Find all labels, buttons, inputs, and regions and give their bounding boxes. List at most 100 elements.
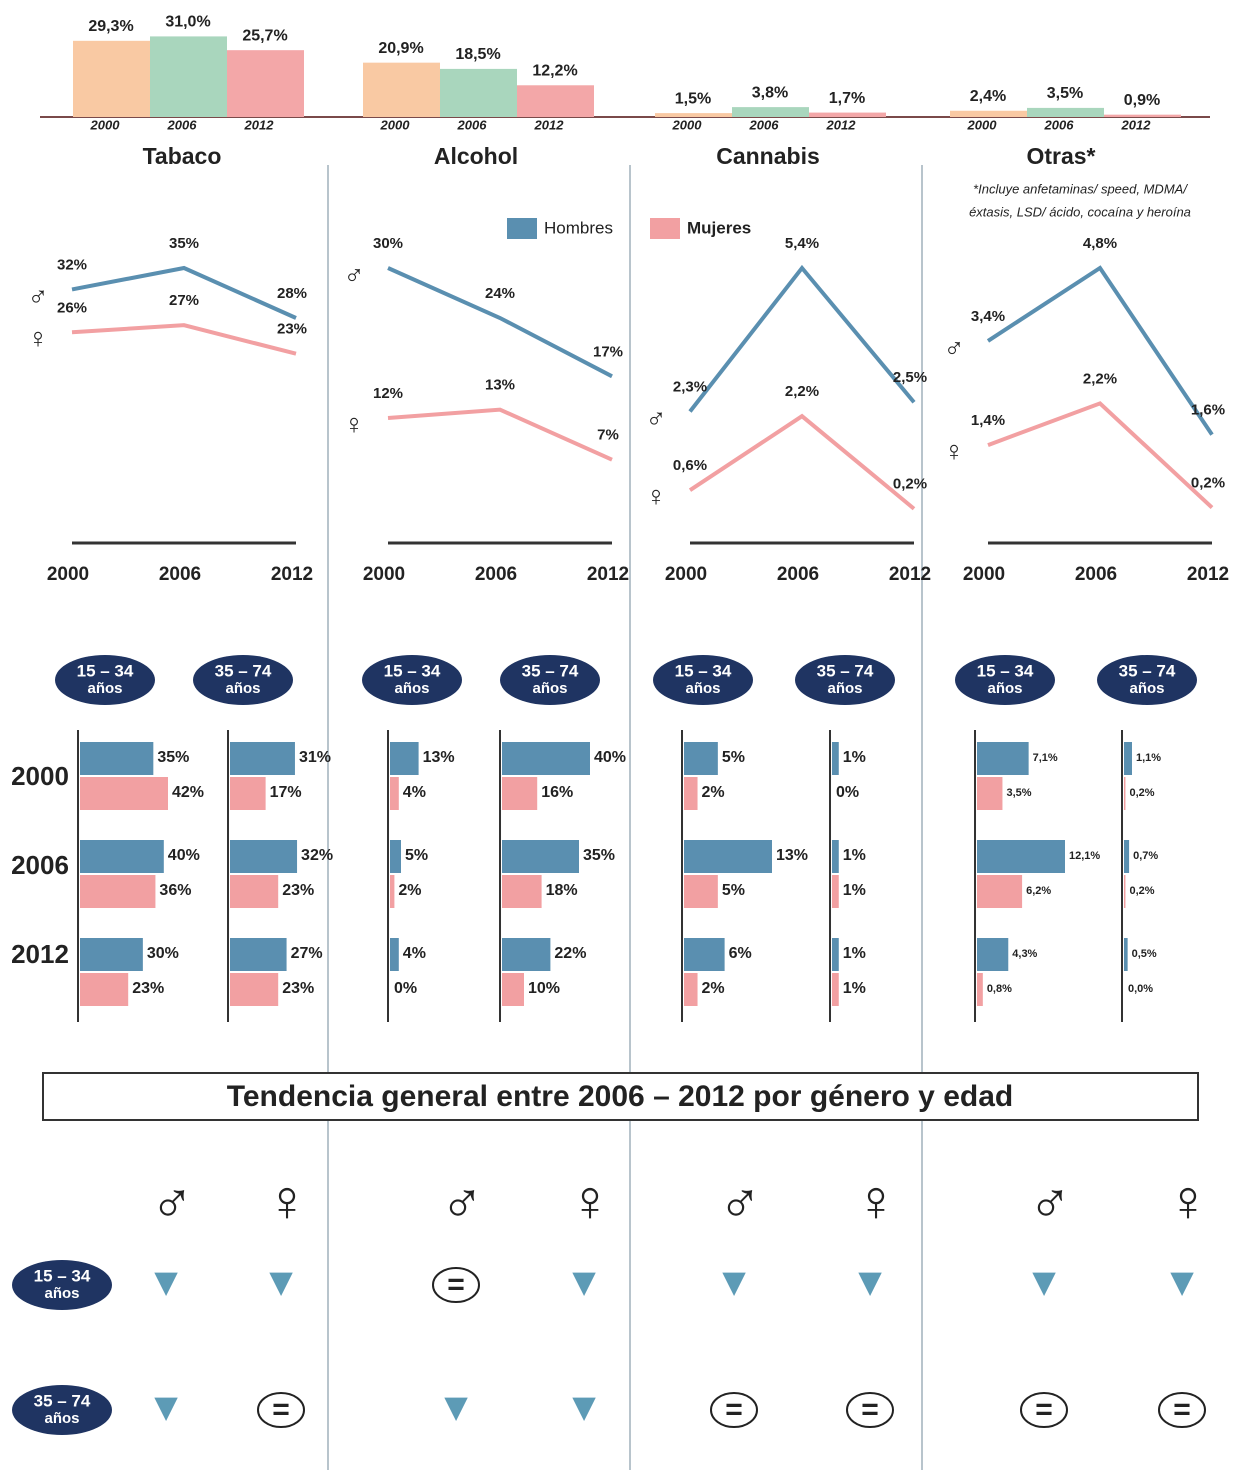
bar-year-label: 2000 bbox=[380, 117, 411, 132]
legend-label: Hombres bbox=[544, 218, 613, 237]
hbar-value-label: 1% bbox=[843, 847, 866, 864]
hbar-value-label: 4% bbox=[403, 945, 426, 962]
hbar bbox=[502, 840, 579, 873]
bar-year-label: 2006 bbox=[749, 117, 780, 132]
hbar bbox=[1124, 742, 1132, 775]
hbar bbox=[390, 742, 419, 775]
trend-icon: ▼ bbox=[564, 1386, 604, 1430]
point-label: 24% bbox=[485, 285, 515, 302]
gender-symbol: ♂ bbox=[440, 1168, 484, 1233]
age-pill bbox=[955, 655, 1055, 705]
hbar bbox=[832, 973, 839, 1006]
hbar-value-label: 13% bbox=[423, 749, 455, 766]
age-pill-label: años bbox=[44, 1285, 79, 1302]
gender-symbol: ♀ bbox=[344, 408, 365, 439]
bar-year-label: 2012 bbox=[826, 117, 857, 132]
point-label: 0,2% bbox=[893, 476, 927, 493]
bar-value-label: 25,7% bbox=[242, 27, 287, 44]
trend-icon: = bbox=[272, 1393, 290, 1426]
bar-value-label: 1,5% bbox=[675, 90, 711, 107]
bar-value-label: 18,5% bbox=[455, 46, 500, 63]
bar-year-label: 2012 bbox=[244, 117, 275, 132]
x-tick-label: 2012 bbox=[271, 564, 313, 585]
hbar-value-label: 0,8% bbox=[987, 983, 1012, 995]
gender-symbol: ♂ bbox=[150, 1168, 194, 1233]
age-pill-label: años bbox=[44, 1410, 79, 1427]
point-label: 2,2% bbox=[785, 383, 819, 400]
equal-ring bbox=[257, 1392, 305, 1428]
hbar-value-label: 30% bbox=[147, 945, 179, 962]
line bbox=[71, 265, 297, 320]
point-label: 12% bbox=[373, 385, 403, 402]
bar bbox=[363, 62, 440, 117]
point-label: 13% bbox=[485, 377, 515, 394]
hbar-value-label: 6% bbox=[729, 945, 752, 962]
line bbox=[987, 401, 1214, 510]
trend-icon: ▼ bbox=[1162, 1261, 1202, 1305]
gender-symbol: ♂ bbox=[344, 258, 365, 289]
gender-symbol: ♂ bbox=[944, 331, 965, 362]
hbar-value-label: 4,3% bbox=[1012, 948, 1037, 960]
age-pill-label: 35 – 74 bbox=[215, 661, 272, 680]
hbar-value-label: 42% bbox=[172, 784, 204, 801]
trend-icon: ▼ bbox=[714, 1261, 754, 1305]
hbar-value-label: 23% bbox=[132, 980, 164, 997]
hbar bbox=[977, 840, 1065, 873]
trend-icon: = bbox=[1035, 1393, 1053, 1426]
age-pill-label: 35 – 74 bbox=[817, 661, 874, 680]
bar-value-label: 3,8% bbox=[752, 84, 788, 101]
hbar bbox=[684, 777, 698, 810]
trend-icon: = bbox=[861, 1393, 879, 1426]
age-pill-label: años bbox=[1129, 680, 1164, 697]
hbar bbox=[1124, 875, 1126, 908]
hbar bbox=[684, 938, 725, 971]
age-pill bbox=[1097, 655, 1197, 705]
hbar-value-label: 23% bbox=[282, 980, 314, 997]
trend-title: Tendencia general entre 2006 – 2012 por … bbox=[227, 1080, 1013, 1113]
point-label: 0,6% bbox=[673, 457, 707, 474]
year-label: 2006 bbox=[11, 850, 69, 880]
hbar-value-label: 2% bbox=[398, 882, 421, 899]
age-pill-label: años bbox=[827, 680, 862, 697]
hbar-value-label: 17% bbox=[270, 784, 302, 801]
trend-icon: ▼ bbox=[564, 1261, 604, 1305]
x-tick-label: 2000 bbox=[665, 564, 707, 585]
bar-year-label: 2000 bbox=[90, 117, 121, 132]
gender-symbol: ♂ bbox=[28, 280, 49, 311]
age-pill-label: 15 – 34 bbox=[675, 661, 732, 680]
hbar bbox=[684, 973, 698, 1006]
age-pill bbox=[653, 655, 753, 705]
age-pill-label: 35 – 74 bbox=[522, 661, 579, 680]
bar-value-label: 29,3% bbox=[88, 18, 133, 35]
trend-icon: = bbox=[447, 1268, 465, 1301]
equal-ring bbox=[1020, 1392, 1068, 1428]
age-pill bbox=[795, 655, 895, 705]
bar-year-label: 2000 bbox=[672, 117, 703, 132]
point-label: 2,2% bbox=[1083, 370, 1117, 387]
bar-value-label: 1,7% bbox=[829, 90, 865, 107]
line bbox=[387, 266, 613, 379]
age-pill bbox=[362, 655, 462, 705]
hbar bbox=[977, 875, 1023, 908]
age-pill-label: años bbox=[532, 680, 567, 697]
hbar bbox=[832, 742, 839, 775]
hbar bbox=[80, 875, 156, 908]
trend-icon: ▼ bbox=[146, 1386, 186, 1430]
hbar-value-label: 4% bbox=[403, 784, 426, 801]
bar-year-label: 2012 bbox=[1121, 117, 1152, 132]
hbar-value-label: 31% bbox=[299, 749, 331, 766]
hbar-value-label: 23% bbox=[282, 882, 314, 899]
age-pill-label: años bbox=[987, 680, 1022, 697]
hbar-value-label: 13% bbox=[776, 847, 808, 864]
hbar-value-label: 0,7% bbox=[1133, 850, 1158, 862]
trend-icon: ▼ bbox=[1024, 1261, 1064, 1305]
hbar bbox=[977, 938, 1009, 971]
hbar bbox=[684, 875, 718, 908]
bar bbox=[440, 68, 517, 117]
hbar-value-label: 0% bbox=[836, 784, 859, 801]
point-label: 26% bbox=[57, 299, 87, 316]
bar bbox=[809, 112, 886, 117]
hbar bbox=[390, 875, 395, 908]
hbar-value-label: 1,1% bbox=[1136, 752, 1161, 764]
bar-value-label: 2,4% bbox=[970, 88, 1006, 105]
